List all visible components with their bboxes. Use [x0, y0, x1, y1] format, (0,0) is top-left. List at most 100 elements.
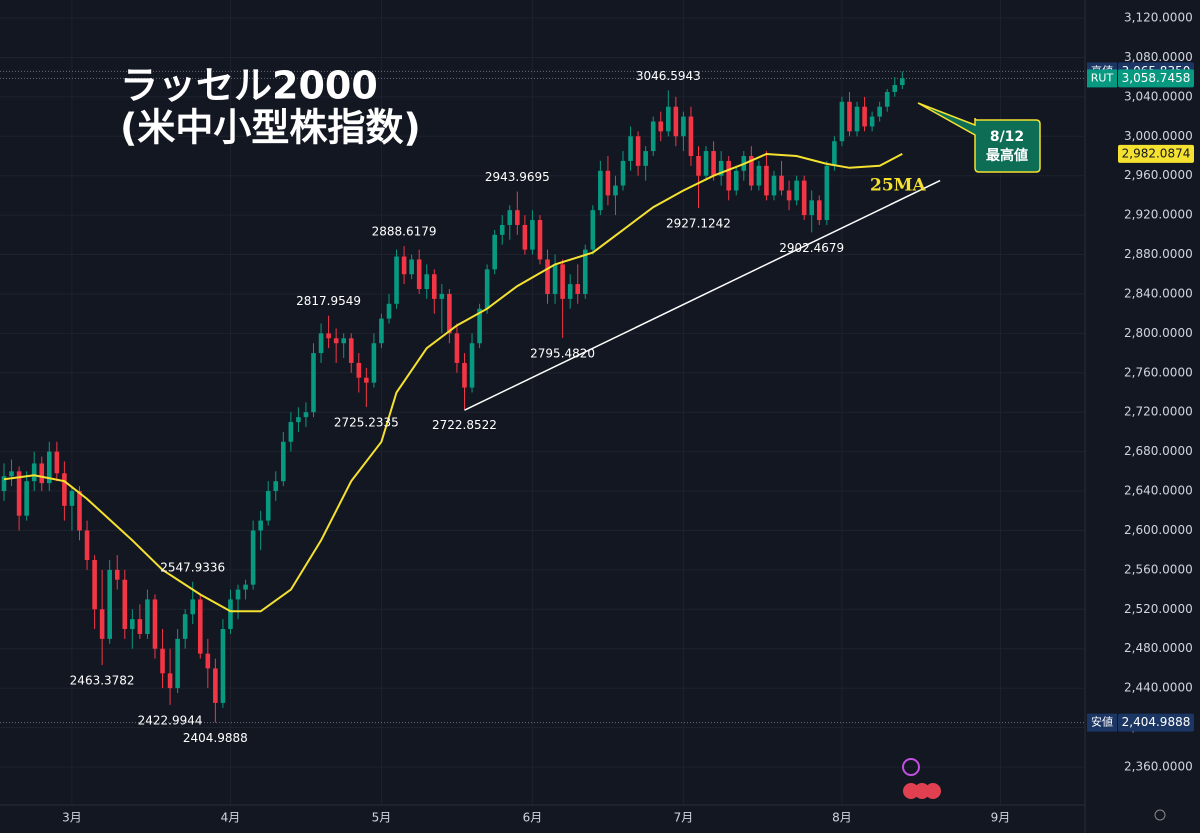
annotation: 2902.4679: [779, 241, 844, 255]
candle-body: [884, 91, 890, 107]
candle-body: [356, 362, 362, 378]
candle-body: [681, 116, 686, 137]
candle-body: [537, 220, 543, 260]
candle-body: [386, 303, 392, 319]
annotation: 2404.9888: [183, 731, 248, 745]
candle-body: [545, 259, 550, 294]
candle-body: [469, 343, 475, 388]
candle-body: [409, 259, 414, 275]
candle-body: [152, 599, 158, 649]
candle-body: [613, 185, 618, 196]
annotation: 2888.6179: [372, 225, 437, 239]
candle-body: [235, 589, 241, 600]
x-tick-label: 5月: [372, 811, 392, 825]
candle-body: [598, 170, 603, 211]
annotation: 2547.9336: [160, 560, 225, 574]
candle-body: [590, 210, 596, 250]
y-tick-label: 3,040.0000: [1124, 89, 1193, 103]
candle-body: [424, 274, 430, 290]
candle-body: [779, 175, 784, 191]
candle-body: [114, 569, 120, 580]
candle-body: [348, 338, 354, 363]
candle-body: [575, 284, 581, 294]
icon: [903, 783, 919, 799]
candle-body: [318, 333, 324, 354]
callout-text: 最高値: [986, 147, 1028, 164]
x-tick-label: 4月: [221, 811, 241, 825]
candle-body: [854, 106, 860, 132]
y-tick-label: 2,920.0000: [1124, 208, 1193, 222]
candle-body: [696, 155, 701, 176]
price-tag-box: [1087, 713, 1117, 732]
candle-body: [809, 200, 815, 216]
y-tick-label: 2,720.0000: [1124, 405, 1193, 419]
moving-average-label: 25MA: [870, 176, 926, 196]
candle-body: [794, 180, 799, 201]
candle-body: [847, 101, 852, 132]
callout-text: 8/12: [990, 129, 1024, 145]
candle-body: [205, 653, 211, 669]
candle-body: [31, 463, 37, 482]
y-tick-label: 2,960.0000: [1124, 168, 1193, 182]
candle-body: [281, 441, 286, 482]
icon: [902, 758, 920, 776]
candle-body: [364, 377, 369, 383]
y-tick-label: 2,440.0000: [1124, 681, 1193, 695]
y-tick-label: 2,840.0000: [1124, 286, 1193, 300]
candle-body: [228, 599, 233, 630]
candle-body: [92, 560, 97, 610]
candle-body: [341, 338, 347, 344]
candle-body: [167, 673, 173, 689]
y-tick-label: 2,520.0000: [1124, 602, 1193, 616]
annotation: 2422.9944: [138, 713, 203, 727]
candle-body: [54, 451, 60, 474]
candle-body: [515, 210, 520, 225]
price-label: 3,058.7458: [1122, 71, 1191, 85]
candle-body: [839, 101, 845, 142]
price-tag: 安値: [1091, 715, 1113, 729]
y-tick-label: 3,000.0000: [1124, 129, 1193, 143]
candle-body: [190, 599, 196, 615]
candle-body: [16, 471, 22, 516]
icon: [914, 783, 930, 799]
x-tick-label: 8月: [832, 811, 852, 825]
candle-body: [650, 121, 656, 152]
candle-body: [394, 256, 399, 304]
y-tick-label: 2,600.0000: [1124, 523, 1193, 537]
candle-body: [749, 155, 754, 186]
candle-body: [122, 579, 128, 630]
candle-body: [643, 151, 648, 166]
candle-body: [39, 463, 45, 484]
candle-body: [69, 491, 75, 506]
candle-body: [213, 668, 218, 703]
candle-body: [658, 121, 664, 132]
annotation: 2725.2335: [334, 416, 399, 430]
price-label-box: [1118, 144, 1194, 163]
price-label-box: [1118, 69, 1194, 88]
candle-body: [771, 175, 777, 196]
candle-body: [552, 264, 558, 294]
candle-body: [311, 353, 316, 413]
annotation: 3046.5943: [636, 69, 701, 83]
candle-body: [145, 599, 150, 634]
candle-body: [522, 224, 528, 250]
y-tick-label: 3,120.0000: [1124, 11, 1193, 25]
candle-body: [288, 422, 294, 442]
candle-body: [666, 106, 671, 132]
candle-body: [273, 481, 279, 492]
candle-body: [726, 160, 731, 191]
candle-body: [756, 165, 762, 186]
y-tick-label: 2,360.0000: [1124, 759, 1193, 773]
candle-body: [711, 151, 716, 176]
candle-body: [628, 136, 633, 161]
trendline: [464, 179, 941, 411]
y-tick-label: 2,680.0000: [1124, 444, 1193, 458]
candle-body: [454, 333, 460, 363]
settings-icon[interactable]: [1154, 809, 1166, 821]
candle-body: [832, 141, 837, 166]
candle-body: [869, 116, 875, 127]
candle-body: [107, 569, 112, 639]
annotation: 2927.1242: [666, 217, 731, 231]
price-label: 2,982.0874: [1122, 146, 1191, 160]
